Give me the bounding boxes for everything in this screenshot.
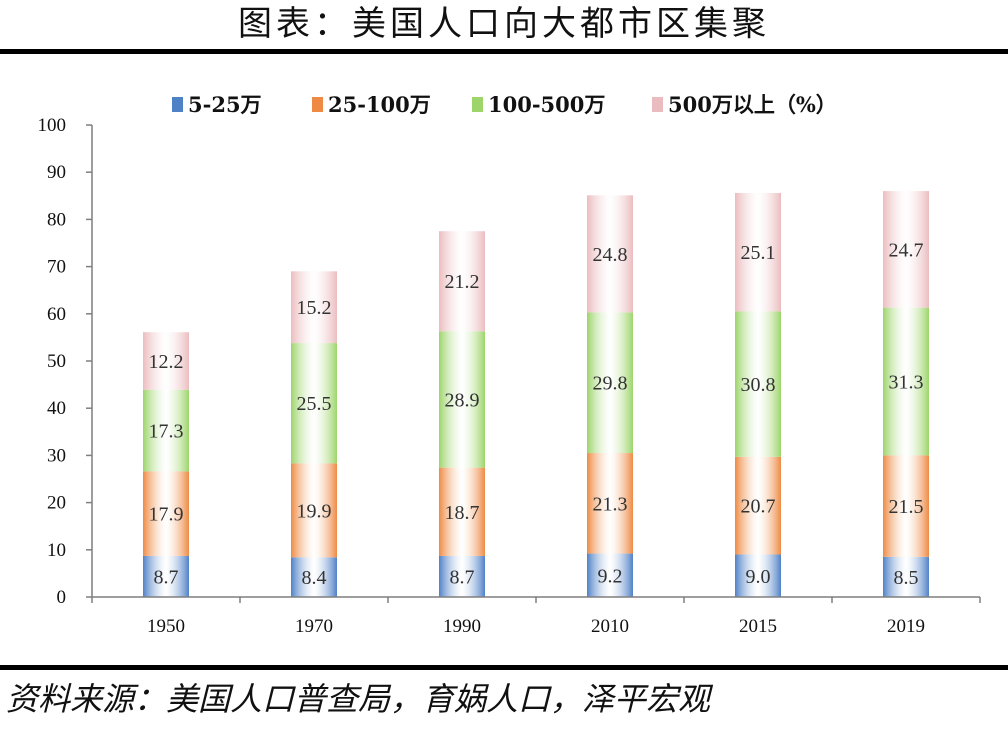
bar-segment-4-1 [735,456,781,555]
bar-segment-0-3 [143,332,189,390]
bar-segment-1-3 [291,271,337,344]
y-tick-label: 60 [47,304,66,325]
bar-segment-2-0 [439,555,485,597]
bar-segment-3-1 [587,453,633,554]
axes-group: 0 10 20 30 40 50 60 70 80 90 100 1950 1970 1990 2010 20… [38,115,981,637]
y-tick-label: 40 [47,398,66,419]
data-label-0-0: 8.7 [154,566,179,588]
chart-title: 图表：美国人口向大都市区集聚 [238,4,770,44]
bar-segment-5-3 [883,191,929,308]
bar-segment-3-2 [587,312,633,454]
data-label-4-2: 30.8 [741,374,776,396]
bar-segment-1-1 [291,463,337,558]
x-tick-label: 1970 [295,616,333,637]
data-label-3-0: 9.2 [598,565,623,587]
bars-group: 8.7 17.9 17.3 12.2 8.4 19.9 25.5 15.2 8.7 18.7 28.… [143,191,929,597]
bar-segment-1-0 [291,557,337,597]
bar-segment-4-0 [735,554,781,597]
bar-segment-1-2 [291,343,337,464]
bar-segment-3-0 [587,553,633,597]
data-label-1-3: 15.2 [297,297,332,319]
x-tick-label: 2015 [739,616,777,637]
data-label-5-0: 8.5 [894,567,919,589]
y-tick-label: 30 [47,445,66,466]
y-tick-label: 0 [57,587,67,608]
bar-segment-5-0 [883,556,929,597]
bar-segment-3-3 [587,195,633,313]
data-label-5-2: 31.3 [889,372,924,394]
data-label-5-3: 24.7 [889,239,924,261]
y-tick-label: 10 [47,540,66,561]
source-note: 资料来源：美国人口普查局，育娲人口，泽平宏观 [6,680,711,718]
data-label-4-1: 20.7 [741,496,776,518]
legend-label-1: 25-100万 [328,92,431,117]
data-label-1-2: 25.5 [297,393,332,415]
source-divider [0,665,1008,670]
data-label-1-1: 19.9 [297,500,332,522]
chart-legend: 5-25万 25-100万 100-500万 500万以上（%） [172,92,837,117]
data-label-3-1: 21.3 [593,493,628,515]
bar-segment-2-3 [439,231,485,332]
y-tick-label: 80 [47,209,66,230]
data-label-2-2: 28.9 [445,389,480,411]
legend-swatch-0 [172,97,183,112]
x-tick-label: 2010 [591,616,629,637]
data-label-0-1: 17.9 [149,504,184,526]
data-label-2-0: 8.7 [450,566,475,588]
data-label-2-3: 21.2 [445,271,480,293]
legend-label-3: 500万以上（%） [668,92,837,117]
bar-segment-2-1 [439,467,485,556]
title-divider [0,49,1008,54]
data-label-2-1: 18.7 [445,502,480,524]
bar-segment-0-2 [143,389,189,472]
bar-segment-5-2 [883,307,929,456]
x-tick-label: 1990 [443,616,481,637]
legend-label-0: 5-25万 [188,92,262,117]
data-label-1-0: 8.4 [302,567,327,589]
legend-swatch-1 [312,97,323,112]
data-label-3-2: 29.8 [593,373,628,395]
x-tick-label: 2019 [887,616,925,637]
data-label-4-3: 25.1 [741,242,776,264]
y-tick-label: 100 [38,115,67,136]
data-label-0-3: 12.2 [149,351,184,373]
bar-segment-2-2 [439,331,485,468]
bar-segment-4-2 [735,311,781,457]
data-label-4-0: 9.0 [746,566,771,588]
data-label-0-2: 17.3 [149,421,184,443]
data-label-5-1: 21.5 [889,496,924,518]
stacked-bar-chart: 5-25万 25-100万 100-500万 500万以上（%） 8.7 17.9 17.… [38,92,981,637]
bar-segment-0-0 [143,555,189,597]
legend-swatch-2 [472,97,483,112]
bar-segment-0-1 [143,471,189,556]
data-label-3-3: 24.8 [593,244,628,266]
legend-swatch-3 [652,97,663,112]
y-tick-label: 20 [47,493,66,514]
bar-segment-5-1 [883,455,929,557]
x-tick-label: 1950 [147,616,185,637]
y-tick-label: 70 [47,257,66,278]
y-tick-label: 50 [47,351,66,372]
legend-label-2: 100-500万 [488,92,605,117]
bar-segment-4-3 [735,192,781,312]
y-tick-label: 90 [47,162,66,183]
